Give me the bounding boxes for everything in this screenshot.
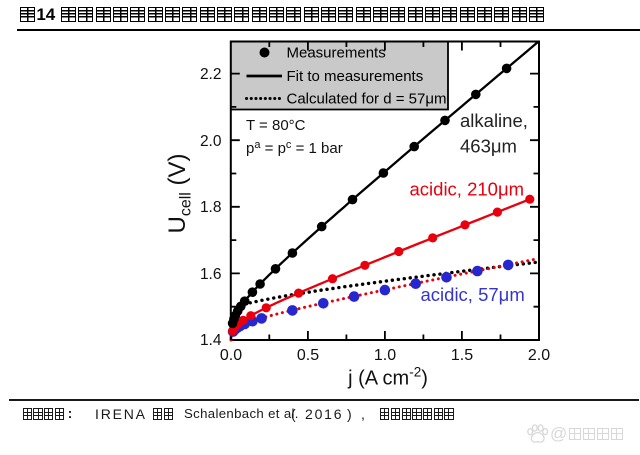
svg-text:0.5: 0.5 (297, 347, 319, 364)
svg-text:alkaline,: alkaline, (460, 110, 528, 131)
svg-text:1.8: 1.8 (200, 199, 222, 216)
svg-text:1.4: 1.4 (200, 332, 222, 349)
svg-text:463μm: 463μm (460, 136, 517, 157)
svg-text:Calculated for d = 57μm: Calculated for d = 57μm (287, 91, 447, 108)
svg-text:2.0: 2.0 (200, 133, 222, 150)
svg-text:1.6: 1.6 (200, 266, 222, 283)
svg-text:Measurements: Measurements (287, 45, 386, 62)
svg-text:j (A cm-2): j (A cm-2) (347, 365, 428, 390)
svg-text:1.5: 1.5 (451, 347, 473, 364)
svg-text:2.2: 2.2 (200, 66, 222, 83)
svg-text:acidic, 210μm: acidic, 210μm (410, 179, 525, 200)
svg-text:T = 80°C: T = 80°C (246, 117, 306, 134)
svg-text:Ucell (V): Ucell (V) (164, 153, 195, 233)
svg-text:acidic, 57μm: acidic, 57μm (421, 284, 525, 305)
svg-text:Fit to measurements: Fit to measurements (287, 68, 424, 85)
svg-text:pa = pc = 1 bar: pa = pc = 1 bar (246, 139, 343, 157)
svg-text:1.0: 1.0 (374, 347, 396, 364)
svg-text:0.0: 0.0 (220, 347, 242, 364)
svg-text:2.0: 2.0 (528, 347, 550, 364)
